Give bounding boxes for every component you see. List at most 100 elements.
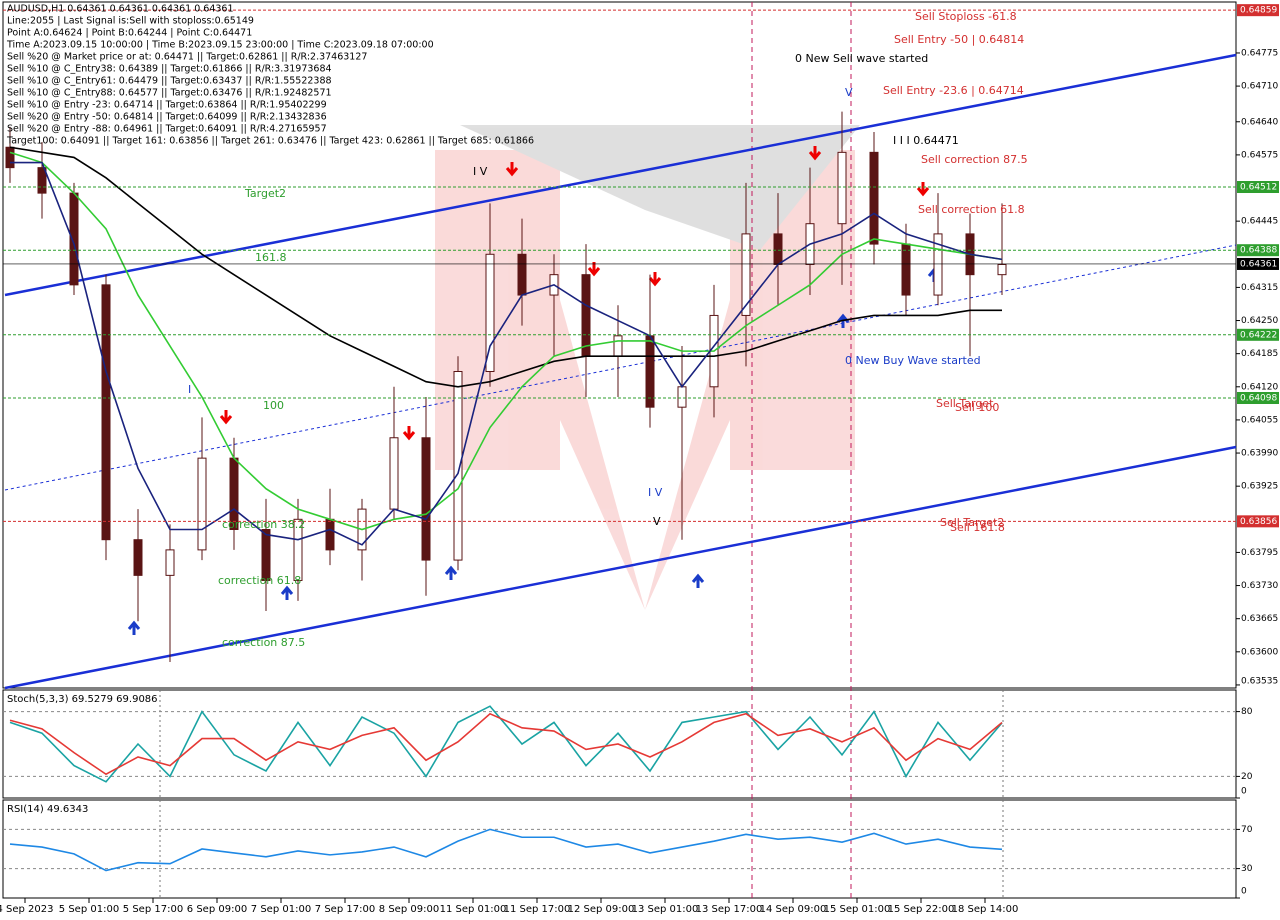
info-line: Sell %10 @ C_Entry61: 0.64479 || Target:… (7, 76, 332, 87)
candle-body (293, 518, 303, 581)
level-badge (1237, 244, 1279, 257)
y-tick-label: 0.64575 (1241, 150, 1278, 160)
x-tick-label: 15 Sep 01:00 (824, 904, 891, 915)
price-panel (2, 1, 1237, 689)
candle-body (645, 335, 655, 408)
annotation: 161.8 (255, 251, 287, 264)
info-line: AUDUSD,H1 0.64361 0.64361 0.64361 0.6436… (7, 4, 234, 15)
indicator-line (9, 705, 1003, 783)
y-tick-label: 0.63990 (1241, 449, 1278, 459)
x-tick-label: 13 Sep 01:00 (632, 904, 699, 915)
candle-body (485, 253, 495, 373)
x-tick-label: 7 Sep 01:00 (251, 904, 311, 915)
annotation: I (188, 383, 191, 396)
x-tick-label: 6 Sep 09:00 (187, 904, 247, 915)
level-label: 0.63856 (1240, 517, 1277, 527)
y-tick-label: 0.63795 (1241, 548, 1278, 558)
info-line: Sell %20 @ Entry -50: 0.64814 || Target:… (7, 112, 327, 123)
rsi-panel (2, 799, 1237, 899)
y-tick-label: 0.64055 (1241, 415, 1278, 425)
y-tick-label: 30 (1241, 864, 1253, 874)
indicator-line (9, 151, 1003, 531)
candle-body (197, 457, 207, 551)
annotation: 100 (263, 399, 284, 412)
y-tick-label: 0.64710 (1241, 82, 1278, 92)
y-tick-label: 0.64185 (1241, 349, 1278, 359)
candle-body (261, 528, 271, 581)
annotation: I V (648, 486, 663, 499)
indicator-line (9, 828, 1003, 872)
y-tick-label: 0 (1241, 887, 1247, 897)
info-line: Point A:0.64624 | Point B:0.64244 | Poin… (7, 28, 252, 39)
info-line: Target100: 0.64091 || Target 161: 0.6385… (6, 136, 534, 147)
indicator-line (10, 161, 1003, 546)
y-tick-label: 0.63665 (1241, 614, 1278, 624)
x-tick-label: 13 Sep 17:00 (696, 904, 763, 915)
candle-body (37, 167, 47, 194)
level-badge (1237, 328, 1279, 341)
annotation: Sell 161.8 (950, 521, 1005, 534)
y-tick-label: 70 (1241, 825, 1253, 835)
candle-body (773, 233, 783, 265)
y-tick-label: 0.64775 (1241, 48, 1278, 58)
y-tick-label: 0.63600 (1241, 647, 1278, 657)
x-tick-label: 11 Sep 01:00 (440, 904, 507, 915)
x-tick-label: 5 Sep 01:00 (59, 904, 119, 915)
y-tick-label: 0.64250 (1241, 316, 1278, 326)
candle-body (5, 146, 15, 169)
y-tick-label: 0.63535 (1241, 677, 1278, 687)
annotation: 0 New Buy Wave started (845, 354, 981, 367)
candle-body (453, 371, 463, 561)
y-tick-label: 20 (1241, 772, 1253, 782)
candle-body (837, 151, 847, 225)
annotation: V (653, 515, 661, 528)
y-tick-label: 0.63925 (1241, 482, 1278, 492)
y-tick-label: 0 (1241, 787, 1247, 797)
annotation: V (845, 86, 853, 99)
candle-body (101, 284, 111, 541)
level-label: 0.64361 (1240, 259, 1277, 269)
level-label: 0.64859 (1240, 6, 1277, 16)
candle-body (613, 335, 623, 357)
x-tick-label: 5 Sep 17:00 (123, 904, 183, 915)
annotation: I I I 0.64471 (893, 134, 959, 147)
channel-top (4, 53, 1237, 297)
x-tick-label: 4 Sep 2023 (0, 904, 54, 915)
x-tick-label: 15 Sep 22:00 (888, 904, 955, 915)
stoch-panel (2, 689, 1237, 799)
candle-body (421, 437, 431, 561)
x-tick-label: 8 Sep 09:00 (379, 904, 439, 915)
y-tick-label: 0.64640 (1241, 117, 1278, 127)
annotation: correction 61.8 (218, 574, 301, 587)
info-line: Sell %20 @ Entry -88: 0.64961 || Target:… (7, 124, 327, 135)
annotation: Sell correction 61.8 (918, 203, 1025, 216)
candle-body (901, 243, 911, 296)
info-line: Sell %10 @ Entry -23: 0.64714 || Target:… (7, 100, 327, 111)
y-tick-label: 0.64120 (1241, 382, 1278, 392)
annotation: Sell Target (936, 397, 994, 410)
x-tick-label: 18 Sep 14:00 (952, 904, 1019, 915)
annotation: Sell Stoploss -61.8 (915, 10, 1017, 23)
info-line: Sell %10 @ C_Entry38: 0.64389 || Target:… (7, 64, 332, 75)
info-line: Line:2055 | Last Signal is:Sell with sto… (7, 16, 254, 27)
candle-body (581, 274, 591, 357)
annotation: Target2 (244, 187, 286, 200)
info-line: Sell %10 @ C_Entry88: 0.64577 || Target:… (7, 88, 332, 99)
level-badge (1237, 4, 1279, 17)
annotation: Sell Target2 (940, 516, 1004, 529)
y-tick-label: 0.64445 (1241, 217, 1278, 227)
level-badge (1237, 257, 1279, 270)
candle-body (325, 518, 335, 551)
candle-body (997, 263, 1007, 276)
candle-body (741, 233, 751, 316)
candle-body (869, 151, 879, 245)
level-badge (1237, 181, 1279, 194)
level-badge (1237, 515, 1279, 528)
indicator-line (9, 146, 1002, 388)
annotation: Sell Entry -50 | 0.64814 (894, 33, 1024, 46)
x-tick-label: 11 Sep 17:00 (504, 904, 571, 915)
level-label: 0.64098 (1240, 394, 1277, 404)
candle-body (517, 253, 527, 296)
channel-mid (4, 244, 1237, 491)
